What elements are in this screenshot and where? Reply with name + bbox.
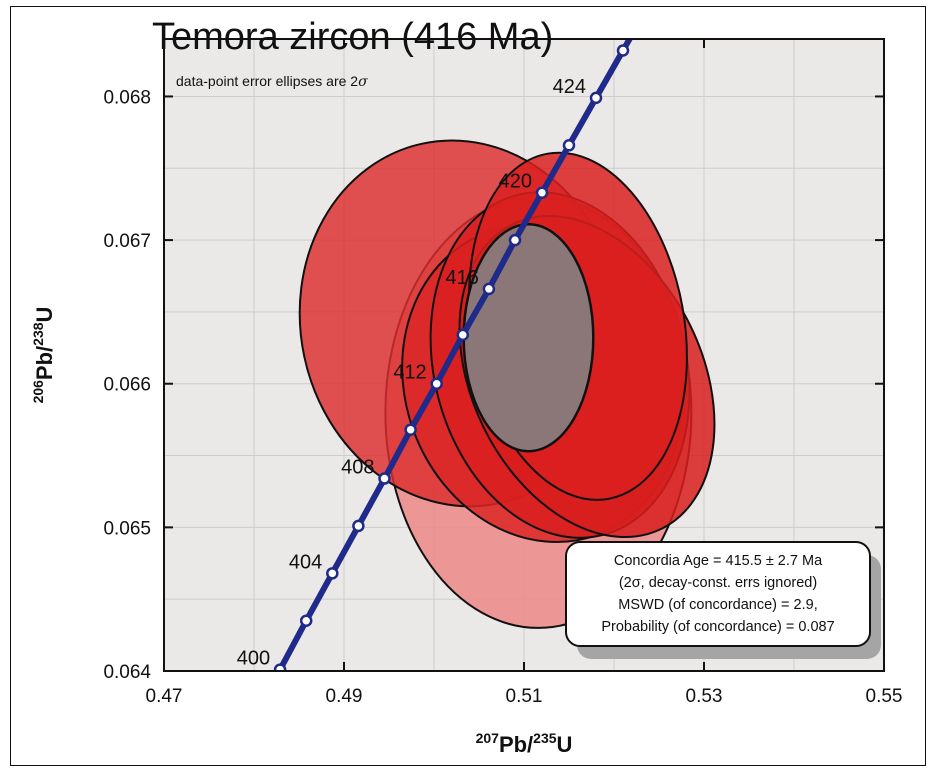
concordia-age-marker: [482, 282, 496, 296]
concordia-age-marker: [562, 139, 576, 152]
concordia-age-marker: [404, 423, 417, 436]
y-tick-label: 0.065: [103, 518, 151, 539]
x-tick-label: 0.53: [686, 686, 723, 707]
result-line-3: MSWD (of concordance) = 2.9,: [618, 597, 817, 613]
concordia-age-marker: [430, 377, 443, 390]
chart-frame: [10, 6, 926, 766]
x-tick-label: 0.49: [326, 686, 363, 707]
result-line-4: Probability (of concordance) = 0.087: [601, 619, 834, 635]
concordia-age-marker: [616, 44, 630, 57]
concordia-age-marker: [326, 567, 339, 580]
y-axis-main1: Pb/: [32, 346, 57, 380]
y-axis-sup1: 206: [30, 380, 46, 404]
ellipse-note: data-point error ellipses are 2σ: [176, 73, 368, 90]
concordia-age-marker: [535, 186, 549, 199]
x-tick-label: 0.55: [866, 686, 903, 707]
concordia-age-label: 412: [393, 362, 426, 384]
result-box-panel: [565, 541, 871, 647]
sigma-symbol: σ: [358, 74, 368, 90]
axis-ticks: 0.47 0.49 0.51 0.53 0.55 0.064 0.065 0.066 0.067…: [103, 39, 902, 707]
concordia-age-marker: [378, 472, 391, 485]
concordia-age-label: 420: [499, 171, 532, 193]
y-axis-title: 206Pb/238U: [30, 307, 57, 404]
chart-title: Temora zircon (416 Ma): [152, 16, 553, 58]
ellipse-note-text: data-point error ellipses are 2: [176, 73, 358, 89]
concordia-age-marker: [299, 614, 313, 627]
concordia-age-marker: [456, 328, 470, 342]
x-axis-sup1: 207: [476, 730, 500, 746]
x-axis-title: 207Pb/235U: [476, 730, 573, 757]
x-tick-label: 0.47: [146, 686, 183, 707]
x-tick-label: 0.51: [506, 686, 543, 707]
y-tick-label: 0.068: [103, 87, 151, 108]
concordia-age-marker: [508, 233, 522, 247]
concordia-age-label: 416: [446, 267, 479, 289]
concordia-age-marker: [273, 663, 287, 671]
concordia-age-label: 408: [341, 457, 374, 479]
y-tick-label: 0.067: [103, 231, 151, 252]
x-axis-main1: Pb/: [499, 732, 533, 757]
concordia-age-label: 404: [289, 551, 322, 573]
result-box: Concordia Age = 415.5 ± 2.7 Ma (2σ, deca…: [565, 541, 881, 659]
concordia-age-marker: [589, 91, 603, 105]
x-axis-main2: U: [557, 732, 573, 757]
concordia-age-label: 424: [553, 76, 586, 98]
concordia-age-label: 400: [237, 648, 270, 670]
y-axis-main2: U: [32, 307, 57, 323]
result-line-1: Concordia Age = 415.5 ± 2.7 Ma: [614, 553, 823, 569]
x-axis-sup2: 235: [533, 730, 557, 746]
result-line-2: (2σ, decay-const. errs ignored): [619, 575, 817, 591]
concordia-age-ellipse: [462, 223, 595, 453]
concordia-line: [275, 39, 633, 671]
concordia-curve: 400 404 408 412 416 420 424: [237, 39, 633, 671]
y-axis-title-group: 206Pb/238U: [30, 307, 57, 404]
concordia-age-marker: [352, 519, 365, 533]
y-tick-label: 0.064: [103, 662, 151, 683]
y-axis-sup2: 238: [30, 322, 46, 346]
y-tick-label: 0.066: [103, 375, 151, 396]
